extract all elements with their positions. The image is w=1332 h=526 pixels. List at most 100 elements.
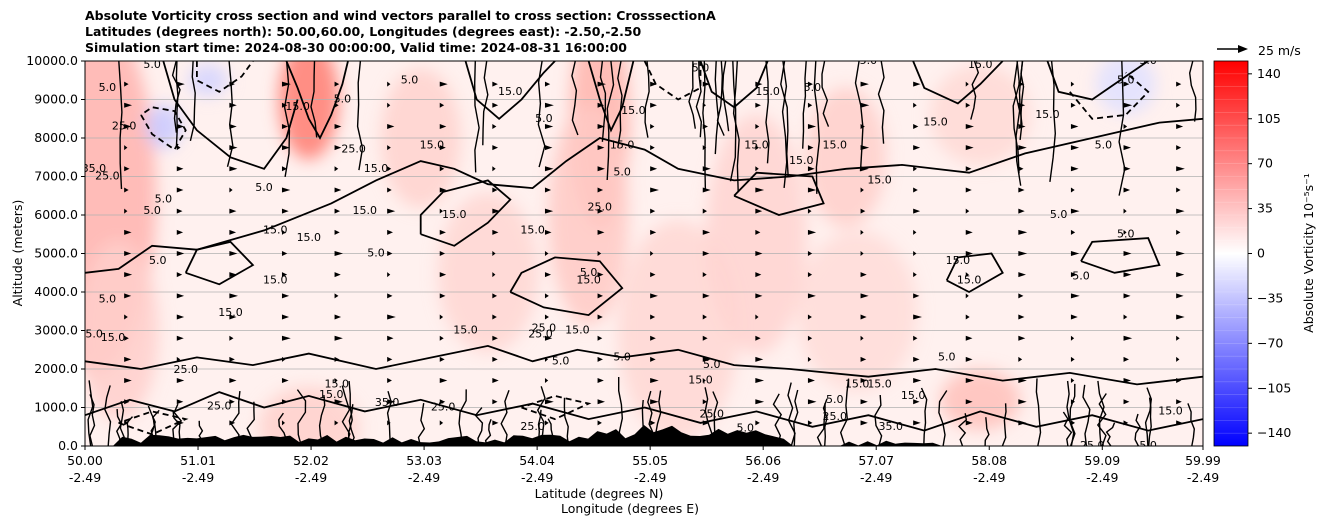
contour-line [1046,61,1149,101]
contour-label: 5.0 [613,350,631,363]
contour-label: 15.0 [285,100,310,113]
wind-vector-icon [913,335,918,341]
contour-line [688,61,696,129]
wind-vector-icon [229,314,237,320]
y-tick-label: 10000.0 [26,53,78,68]
wind-vector-icon [334,356,340,362]
wind-vector-icon [1070,251,1080,256]
wind-vector-icon [544,229,552,235]
wind-vector-icon [755,102,761,108]
wind-key: 25 m/s [1217,43,1301,58]
wind-vector-icon [544,166,554,172]
wind-vector-icon [1123,420,1129,426]
wind-vector-icon [1070,187,1075,193]
wind-vector-icon [176,123,185,129]
wind-vector-icon [387,229,394,235]
wind-vector-icon [334,102,339,108]
contour-label: 5.0 [1072,270,1090,283]
contour-line [318,395,326,446]
wind-vector-icon [1123,356,1129,362]
wind-vector-icon [755,166,759,172]
wind-vector-icon [1123,166,1131,172]
contour-label: 25.0 [431,401,456,414]
wind-vector-icon [650,335,656,341]
wind-vector-icon [229,208,237,214]
wind-vector-icon [439,378,448,384]
contour-label: 5.0 [692,62,710,75]
contour-line [1035,378,1042,446]
x-tick-label-longitude: -2.49 [408,470,440,485]
wind-vector-icon [597,208,604,214]
wind-vector-icon [913,229,917,235]
x-tick-label-latitude: 53.03 [406,453,442,468]
wind-vector-icon [702,335,708,341]
y-tick-label: 1000.0 [34,400,78,415]
wind-vector-icon [807,166,815,172]
contour-line-negative [118,410,189,436]
wind-vector-icon [650,399,659,405]
wind-vector-icon [650,293,658,299]
contour-line [1105,422,1116,446]
wind-vector-icon [702,166,711,172]
wind-vector-icon [334,399,343,405]
wind-vector-icon [965,272,969,278]
wind-key-arrowhead-icon [1238,45,1248,53]
wind-vector-icon [544,335,553,341]
wind-vector-icon [1176,293,1184,299]
wind-vector-icon [965,335,973,341]
wind-vector-icon [965,145,974,151]
x-tick-label-longitude: -2.49 [634,470,666,485]
wind-vector-icon [281,251,288,256]
y-tick-label: 9000.0 [34,92,78,107]
wind-vector-icon [1070,208,1080,214]
contour-line [1062,411,1073,446]
wind-vector-icon [229,81,235,87]
contour-line [1001,403,1007,446]
contour-label: 15.0 [420,139,445,152]
wind-vector-icon [439,293,446,299]
contour-label: 15.0 [453,324,478,337]
wind-vector-icon [1018,335,1026,341]
wind-vector-icon [1176,123,1184,129]
wind-vector-icon [702,123,708,129]
wind-vector-icon [229,420,236,426]
wind-vector-icon [334,314,342,320]
wind-vector-icon [1018,314,1025,320]
contour-line [482,61,489,146]
wind-vector-icon [334,251,344,256]
contour-line [813,61,821,194]
wind-vector-icon [807,420,813,426]
colorbar-tick-label: 140 [1257,66,1281,81]
contour-label: 25.0 [95,170,120,183]
wind-vector-icon [1070,399,1076,405]
contour-line [1080,237,1161,274]
contour-label: 25.0 [699,407,724,420]
contour-label: 15.0 [325,377,350,390]
wind-vector-icon [755,378,765,384]
wind-vector-icon [334,187,342,193]
contour-label: 5.0 [334,93,352,106]
wind-vector-icon [387,187,392,193]
wind-vector-icon [807,314,812,320]
contour-label: 25.0 [588,200,613,213]
x-tick-label-latitude: 57.07 [858,453,894,468]
wind-vector-icon [1070,314,1078,320]
wind-vector-icon [702,251,710,256]
wind-vector-icon [334,166,339,172]
wind-vector-icon [702,293,710,299]
wind-vector-icon [1070,335,1075,341]
contour-label: 15.0 [845,377,870,390]
wind-vector-icon [1070,102,1076,108]
wind-vector-icon [807,102,813,108]
y-tick-label: 7000.0 [34,169,78,184]
contour-line [714,61,719,155]
wind-vector-icon [281,123,289,129]
wind-vector-icon [334,229,340,235]
wind-vector-icon [965,314,970,320]
wind-vector-icon [387,399,396,405]
contour-label: 5.0 [401,73,419,86]
wind-vector-icon [650,145,655,151]
wind-vector-icon [965,293,969,299]
wind-vector-icon [492,123,497,129]
contour-line [772,393,783,446]
